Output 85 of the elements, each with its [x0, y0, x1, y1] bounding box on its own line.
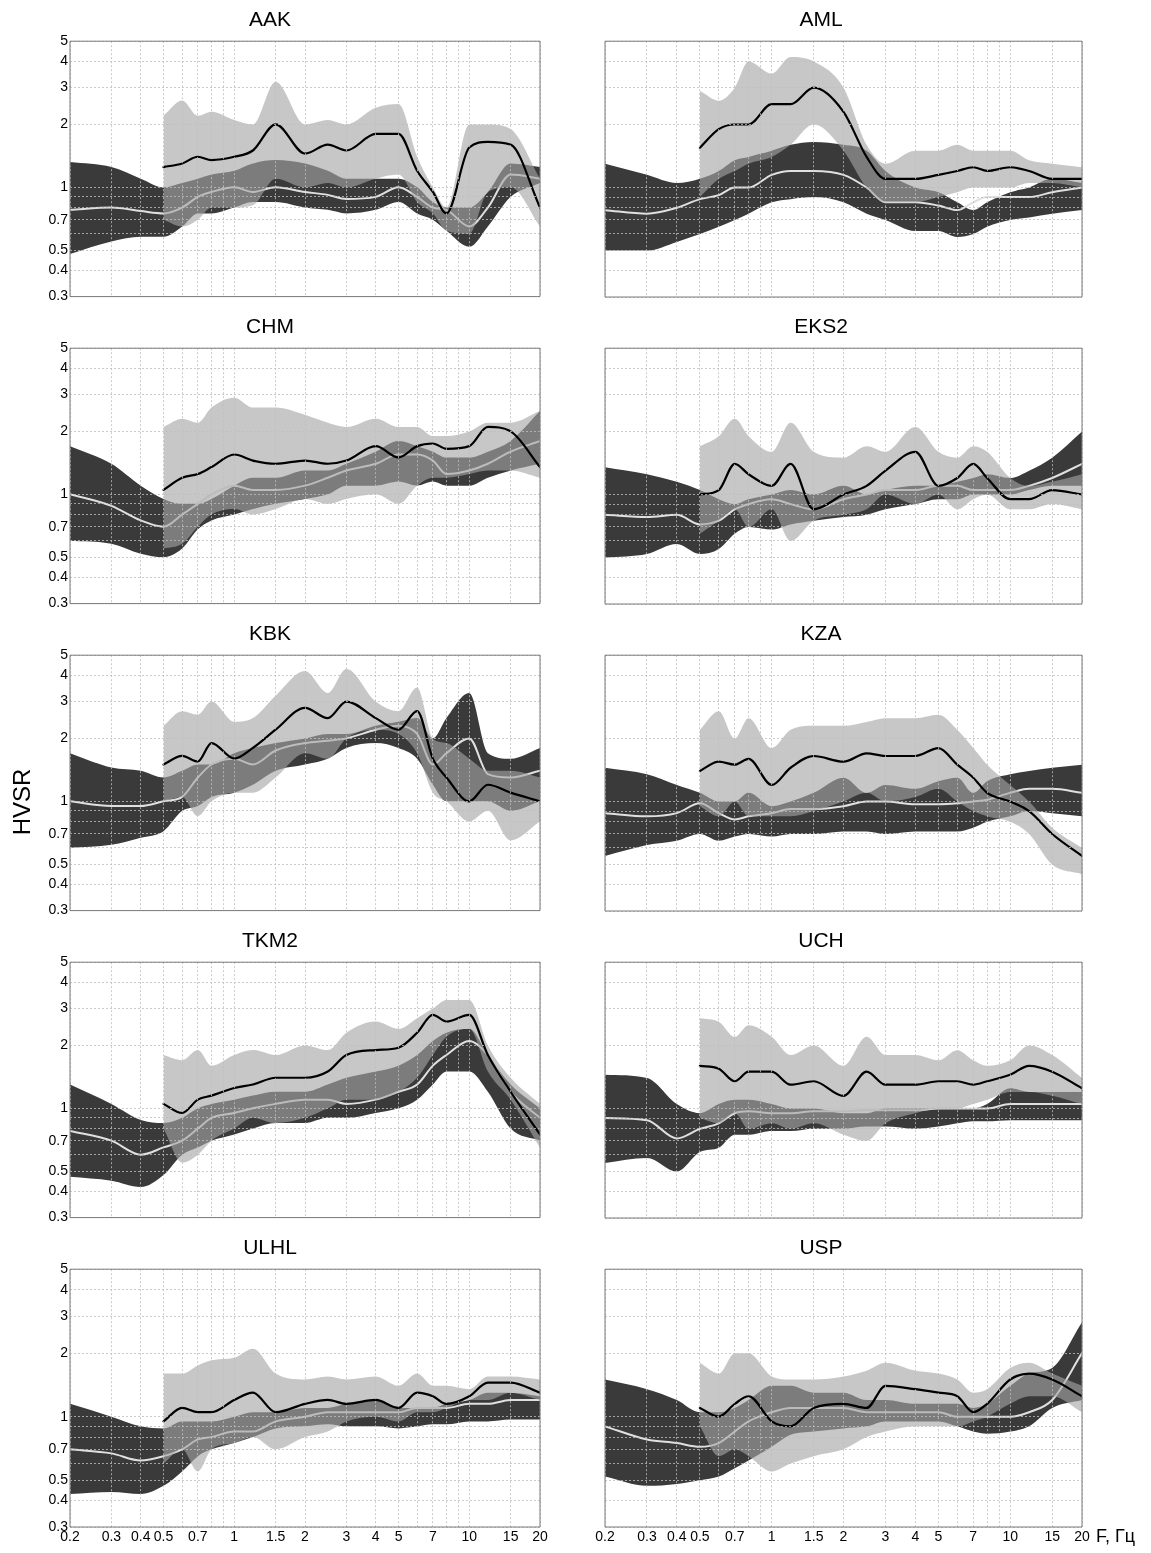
x-tick-label: 2 [301, 1528, 310, 1545]
y-tick-label: 4 [60, 973, 69, 990]
x-tick-label: 20 [1074, 1528, 1090, 1545]
y-tick-label: 4 [60, 666, 69, 683]
x-tick-label: 0.3 [101, 1528, 122, 1545]
y-tick-label: 2 [60, 1344, 69, 1361]
x-tick-label: 5 [934, 1528, 943, 1545]
y-tick-label: 2 [60, 1036, 69, 1053]
chart-title: USP [799, 1235, 843, 1259]
y-tick-label: 0.5 [48, 855, 69, 872]
y-tick-label: 0.7 [48, 1440, 69, 1457]
y-tick-label: 1 [60, 485, 69, 502]
y-tick-label: 0.5 [48, 1162, 69, 1179]
x-tick-label: 0.4 [667, 1528, 687, 1545]
y-tick-label: 0.4 [48, 875, 69, 892]
x-tick-label: 0.7 [725, 1528, 745, 1545]
y-tick-label: 1 [60, 1099, 69, 1116]
x-tick-label: 0.2 [595, 1528, 615, 1545]
y-tick-label: 0.5 [48, 548, 69, 565]
y-tick-label: 4 [60, 1280, 69, 1297]
y-tick-label: 0.7 [48, 824, 69, 841]
x-tick-label: 10 [461, 1528, 478, 1545]
y-tick-label: 0.7 [48, 210, 69, 227]
y-tick-label: 2 [60, 115, 69, 132]
y-tick-label: 0.5 [48, 1471, 69, 1488]
x-tick-label: 4 [371, 1528, 380, 1545]
y-tick-label: 0.4 [48, 261, 69, 278]
chart-title: KZA [800, 621, 842, 645]
y-tick-label: 1 [60, 178, 69, 195]
y-tick-label: 0.3 [48, 1208, 69, 1225]
y-tick-label: 5 [60, 339, 69, 356]
x-tick-label: 5 [394, 1528, 403, 1545]
x-tick-label: 1.5 [265, 1528, 286, 1545]
chart-title: TKM2 [241, 928, 299, 952]
y-tick-label: 5 [60, 32, 69, 49]
y-tick-label: 3 [60, 1306, 69, 1323]
x-tick-label: 0.4 [131, 1528, 151, 1545]
y-tick-label: 3 [60, 999, 69, 1016]
y-tick-label: 5 [60, 953, 69, 970]
y-axis-title: HVSR [8, 767, 36, 838]
chart-title: KBK [248, 621, 292, 645]
x-tick-label: 0.5 [690, 1528, 710, 1545]
y-tick-label: 5 [60, 1260, 69, 1277]
y-tick-label: 2 [60, 729, 69, 746]
x-tick-label: 3 [342, 1528, 351, 1545]
chart-title: AAK [248, 7, 292, 31]
x-tick-label: 7 [428, 1528, 437, 1545]
y-tick-label: 4 [60, 359, 69, 376]
y-tick-label: 0.7 [48, 1131, 69, 1148]
x-tick-label: 2 [839, 1528, 848, 1545]
y-tick-label: 1 [60, 1407, 69, 1424]
y-tick-label: 0.4 [48, 1182, 69, 1199]
y-tick-label: 2 [60, 422, 69, 439]
x-tick-label: 1.5 [803, 1528, 824, 1545]
y-tick-label: 0.3 [48, 901, 69, 918]
chart-title: EKS2 [794, 314, 848, 338]
y-tick-label: 1 [60, 792, 69, 809]
x-tick-label: 0.7 [188, 1528, 208, 1545]
x-tick-label: 0.5 [153, 1528, 174, 1545]
x-tick-label: 4 [911, 1528, 920, 1545]
x-tick-label: 15 [1044, 1528, 1061, 1545]
y-tick-label: 0.7 [48, 517, 69, 534]
x-tick-label: 7 [969, 1528, 978, 1545]
x-tick-label: 10 [1002, 1528, 1019, 1545]
y-tick-label: 0.3 [48, 287, 69, 304]
chart-title: ULHL [243, 1235, 297, 1259]
x-tick-label: 15 [502, 1528, 519, 1545]
chart-title: UCH [798, 928, 844, 952]
y-tick-label: 5 [60, 646, 69, 663]
x-tick-label: 0.3 [637, 1528, 657, 1545]
y-tick-label: 4 [60, 52, 69, 69]
y-tick-label: 0.3 [48, 594, 69, 611]
y-tick-label: 3 [60, 78, 69, 95]
y-tick-label: 0.4 [48, 1491, 69, 1508]
y-tick-label: 3 [60, 385, 69, 402]
chart-title: CHM [246, 314, 294, 338]
chart-title: AML [799, 7, 843, 31]
x-tick-label: 1 [767, 1528, 776, 1545]
x-tick-label: 20 [532, 1528, 548, 1545]
x-tick-label: 1 [230, 1528, 239, 1545]
x-axis-title: F, Гц [1096, 1526, 1136, 1547]
y-tick-label: 3 [60, 692, 69, 709]
y-tick-label: 0.5 [48, 241, 69, 258]
x-tick-label: 3 [881, 1528, 890, 1545]
y-tick-label: 0.4 [48, 568, 69, 585]
